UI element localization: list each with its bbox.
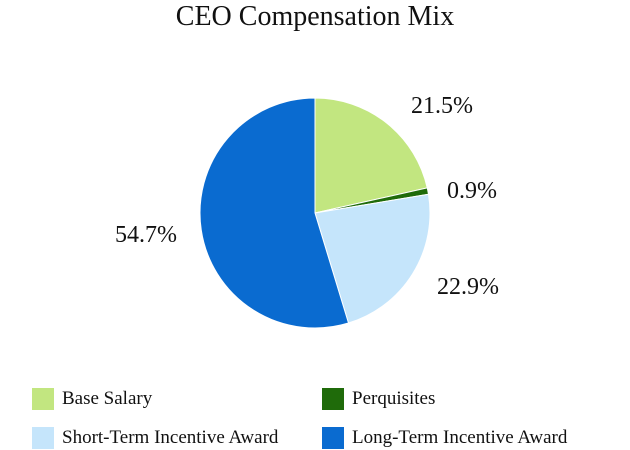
legend-swatch-long-term-incentive xyxy=(322,427,344,449)
legend-item-long-term-incentive: Long-Term Incentive Award xyxy=(322,427,567,449)
legend-label-perquisites: Perquisites xyxy=(352,388,436,409)
legend-label-long-term-incentive: Long-Term Incentive Award xyxy=(352,427,568,448)
pie-slice-base-salary xyxy=(314,97,428,214)
pie-slices xyxy=(199,97,431,329)
pie-labels: 21.5% 0.9% 22.9% 54.7% xyxy=(115,93,499,300)
pie-label-short-term-incentive-award: 22.9% xyxy=(437,274,499,300)
legend-swatch-base-salary xyxy=(32,388,54,410)
pie-label-perquisites: 0.9% xyxy=(447,178,497,204)
chart-title: CEO Compensation Mix xyxy=(175,1,455,32)
pie-slice-short-term-incentive-award xyxy=(314,193,431,324)
legend-item-base-salary: Base Salary xyxy=(32,388,152,410)
pie-label-base-salary: 21.5% xyxy=(411,93,473,119)
pie-slice-long-term-incentive-award xyxy=(199,97,350,329)
pie-label-long-term-incentive-award: 54.7% xyxy=(115,222,177,248)
legend-label-base-salary: Base Salary xyxy=(62,388,153,409)
legend-label-short-term-incentive: Short-Term Incentive Award xyxy=(62,427,279,448)
legend-swatch-short-term-incentive xyxy=(32,427,54,449)
legend-item-perquisites: Perquisites xyxy=(322,388,435,410)
legend-item-short-term-incentive: Short-Term Incentive Award xyxy=(32,427,278,449)
legend-swatch-perquisites xyxy=(322,388,344,410)
